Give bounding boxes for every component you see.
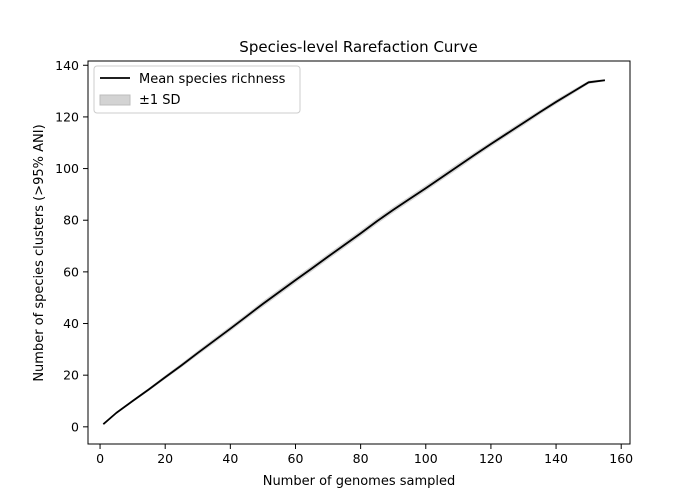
y-tick-label: 20 [63,368,79,383]
x-axis-label: Number of genomes sampled [263,474,456,489]
y-tick-label: 120 [55,109,79,124]
x-tick-label: 160 [609,451,633,466]
y-tick-label: 0 [71,419,79,434]
y-tick-label: 140 [55,58,79,73]
legend-label-mean: Mean species richness [139,72,286,87]
x-tick-label: 100 [414,451,438,466]
y-axis-label: Number of species clusters (>95% ANI) [32,124,47,381]
legend-band-swatch [99,94,131,106]
mean-line-layer [102,79,606,425]
x-tick-label: 0 [96,451,104,466]
x-tick-label: 120 [479,451,503,466]
chart-title: Species-level Rarefaction Curve [239,38,477,56]
legend: Mean species richness ±1 SD [93,65,301,114]
y-tick-label: 80 [63,213,79,228]
x-tick-label: 140 [544,451,568,466]
legend-label-sd: ±1 SD [139,93,181,108]
y-tick-label: 100 [55,161,79,176]
legend-box [93,65,301,114]
x-tick-label: 80 [353,451,369,466]
mean-richness-line [102,79,606,425]
plot-frame [87,60,631,445]
x-tick-label: 20 [157,451,173,466]
x-axis-ticks: 0 20 40 60 80 100 120 140 160 [96,444,633,466]
y-axis-ticks: 0 20 40 60 80 100 120 140 [55,58,88,434]
y-tick-label: 60 [63,264,79,279]
x-tick-label: 60 [288,451,304,466]
y-tick-label: 40 [63,316,79,331]
x-tick-label: 40 [222,451,238,466]
